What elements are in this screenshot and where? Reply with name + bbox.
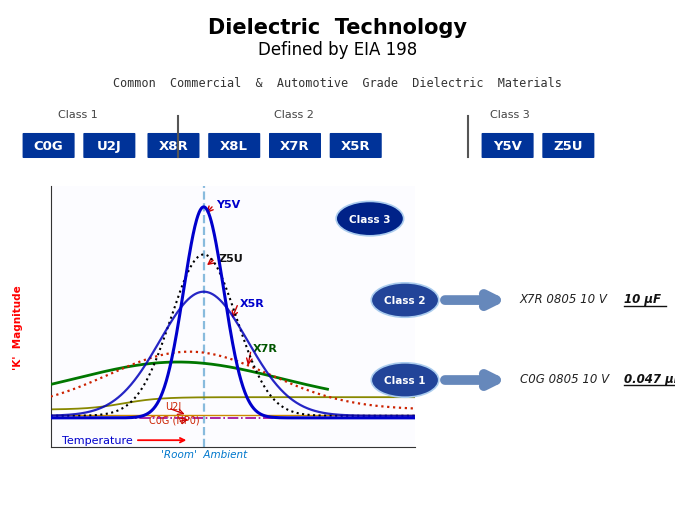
Text: Defined by EIA 198: Defined by EIA 198 (258, 41, 417, 60)
Text: U2J: U2J (97, 140, 122, 153)
Text: Common  Commercial  &  Automotive  Grade  Dielectric  Materials: Common Commercial & Automotive Grade Die… (113, 77, 562, 90)
Text: U2J: U2J (165, 401, 182, 411)
Text: Y5V: Y5V (217, 199, 241, 210)
Text: Class 2: Class 2 (273, 110, 314, 120)
Text: C0G (NP0): C0G (NP0) (149, 415, 200, 425)
Text: Temperature: Temperature (61, 435, 184, 445)
Text: X5R: X5R (341, 140, 371, 153)
Text: X8L: X8L (220, 140, 248, 153)
FancyBboxPatch shape (329, 133, 383, 160)
FancyBboxPatch shape (146, 133, 200, 160)
Ellipse shape (371, 363, 439, 397)
Text: C0G 0805 10 V: C0G 0805 10 V (520, 372, 613, 385)
FancyBboxPatch shape (541, 133, 595, 160)
Text: Class 1: Class 1 (58, 110, 97, 120)
Text: X7R: X7R (253, 343, 278, 353)
Text: Class 1: Class 1 (384, 375, 426, 385)
FancyBboxPatch shape (207, 133, 261, 160)
Text: Class 2: Class 2 (384, 295, 426, 306)
Text: X8R: X8R (159, 140, 188, 153)
Text: X5R: X5R (240, 298, 265, 309)
Text: 'K'  Magnitude: 'K' Magnitude (13, 285, 23, 370)
Text: X7R 0805 10 V: X7R 0805 10 V (520, 292, 612, 306)
Text: 'Room'  Ambient: 'Room' Ambient (161, 449, 247, 459)
FancyBboxPatch shape (268, 133, 322, 160)
FancyBboxPatch shape (82, 133, 136, 160)
Ellipse shape (371, 283, 439, 318)
Text: 0.047 μF: 0.047 μF (624, 372, 675, 385)
FancyBboxPatch shape (481, 133, 535, 160)
Text: Dielectric  Technology: Dielectric Technology (208, 18, 467, 38)
Text: Y5V: Y5V (493, 140, 522, 153)
Text: Class 3: Class 3 (349, 214, 391, 224)
Ellipse shape (336, 202, 404, 236)
Text: X7R: X7R (280, 140, 310, 153)
Text: Z5U: Z5U (554, 140, 583, 153)
Text: C0G: C0G (34, 140, 63, 153)
Text: 10 μF: 10 μF (624, 292, 661, 306)
FancyBboxPatch shape (22, 133, 76, 160)
Text: Class 3: Class 3 (490, 110, 529, 120)
Text: Z5U: Z5U (218, 253, 243, 263)
